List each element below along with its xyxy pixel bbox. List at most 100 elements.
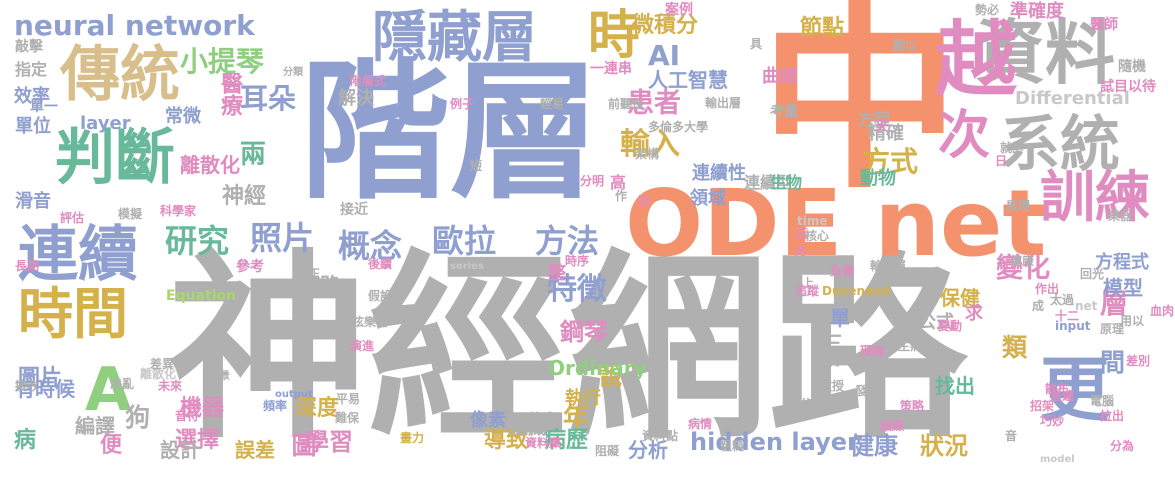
cloud-word: 一連串 (590, 61, 632, 77)
cloud-word: 換成 (530, 411, 555, 425)
cloud-word: 指定 (15, 60, 48, 79)
cloud-word: 輸入 (620, 127, 680, 162)
cloud-word: 血肉 (1150, 304, 1175, 318)
cloud-word: 選擇 (175, 428, 220, 453)
cloud-word: 單 (830, 306, 850, 330)
cloud-word: 原理 (1100, 322, 1125, 336)
cloud-word: 執行 (565, 388, 601, 409)
cloud-word: 方程式 (1095, 252, 1149, 273)
cloud-word: 天 (875, 119, 889, 135)
cloud-word: 接收 (15, 379, 40, 393)
cloud-word: 整 (548, 263, 566, 284)
cloud-word: 分析 (628, 438, 668, 462)
cloud-word: 變動 (938, 319, 963, 333)
cloud-word: 隱藏層 (372, 5, 538, 69)
cloud-word: 音符 (175, 409, 200, 423)
cloud-word: 理論 (860, 344, 885, 358)
cloud-word: 滑音 (15, 191, 51, 212)
cloud-word: 前聽性 (608, 97, 645, 111)
cloud-word: 概念 (338, 227, 403, 265)
cloud-word: 效率 (14, 86, 50, 107)
cloud-word: 模型 (1103, 276, 1143, 300)
cloud-word: 階層 (300, 46, 601, 220)
cloud-word: 用以 (1120, 314, 1145, 328)
cloud-word: 長期 (15, 259, 40, 273)
cloud-word: 平易 (336, 392, 361, 406)
cloud-word: 小提琴 (180, 45, 265, 78)
cloud-word: Duvenaud (822, 284, 891, 298)
cloud-word: 招架 (1030, 399, 1055, 413)
cloud-word: hidden layer (690, 428, 859, 456)
cloud-word: 找出 (935, 374, 975, 398)
cloud-word: 曲線 (762, 66, 798, 87)
cloud-word: 分類 (283, 67, 303, 78)
cloud-word: 連續 (18, 220, 138, 290)
cloud-word: 弦樂器 (352, 315, 389, 329)
cloud-word: 照片 (250, 219, 315, 257)
cloud-word: 音 (1005, 429, 1018, 443)
cloud-word: 深度 (295, 396, 340, 421)
cloud-word: 細緻 (880, 419, 905, 433)
cloud-word: 神經 (222, 184, 267, 209)
cloud-word: 輕易 (540, 97, 565, 111)
cloud-word: 常微 (165, 106, 201, 127)
cloud-word: Ordinary (548, 356, 647, 380)
cloud-word: time (797, 214, 828, 228)
cloud-word: 接近 (340, 202, 368, 218)
cloud-word: 後續 (368, 257, 393, 271)
cloud-word: ODE net (625, 170, 1047, 277)
cloud-word: 月 (795, 244, 808, 258)
cloud-word: 說 (600, 366, 623, 391)
cloud-word: 時序 (565, 254, 590, 268)
cloud-word: 健康 (1010, 254, 1035, 268)
cloud-word: 輸入層 (870, 259, 907, 273)
cloud-word: 研究 (165, 222, 230, 260)
cloud-word: 科學家 (160, 204, 197, 218)
cloud-word: 間 (1100, 348, 1126, 377)
cloud-word: 近 (638, 194, 651, 208)
cloud-word: 難保 (335, 411, 360, 425)
cloud-word: 短 (470, 159, 483, 173)
cloud-word: 醫療 (217, 72, 242, 116)
cloud-word: 案例 (665, 2, 693, 18)
cloud-word: 分明 (580, 174, 605, 188)
cloud-word: 單一 (30, 99, 58, 115)
cloud-word: 評估 (60, 211, 85, 225)
cloud-word: 層 (1100, 287, 1129, 320)
cloud-word: 負責 (830, 264, 855, 278)
cloud-word: 變化 (996, 253, 1050, 284)
cloud-word: 階層式 (350, 74, 387, 88)
cloud-word: 拉索 (930, 359, 955, 373)
cloud-word: 單位 (15, 116, 51, 137)
cloud-word: 參考 (236, 259, 264, 275)
cloud-word: 訓練 (1040, 165, 1151, 229)
cloud-word: 演進 (350, 339, 375, 353)
cloud-word: 傳統 (60, 40, 180, 110)
cloud-word: net (1075, 299, 1098, 313)
cloud-word: 勢必 (975, 3, 1000, 17)
cloud-word: Differential (1015, 88, 1130, 109)
cloud-word: 狗 (125, 403, 151, 432)
cloud-word: 機器 (180, 396, 225, 421)
cloud-word: 公式 (918, 312, 954, 333)
cloud-word: 網路 (300, 273, 340, 297)
cloud-word: 輸出層 (705, 96, 742, 110)
cloud-word: 太過 (1050, 293, 1075, 307)
cloud-word: 預測 (816, 354, 841, 368)
cloud-word: 具 (750, 37, 763, 51)
cloud-word: 特徵 (547, 272, 607, 307)
cloud-word: 生病 (898, 339, 923, 353)
cloud-word: 動物 (860, 168, 896, 189)
cloud-word: 教授 (820, 379, 845, 393)
cloud-word: 導致 (484, 428, 529, 453)
cloud-word: 核心 (805, 229, 830, 243)
cloud-word: 生物 (770, 173, 803, 192)
cloud-word: 系統 (1000, 110, 1120, 180)
cloud-word: 有時候 (15, 377, 75, 401)
cloud-word: Equation (166, 288, 237, 304)
cloud-word: 差異 (150, 357, 175, 371)
cloud-word: 多倫多大學 (648, 120, 709, 134)
cloud-word: 精確 (868, 123, 904, 144)
cloud-word: 回光 (1080, 267, 1105, 281)
cloud-word: 歐拉 (432, 222, 497, 260)
